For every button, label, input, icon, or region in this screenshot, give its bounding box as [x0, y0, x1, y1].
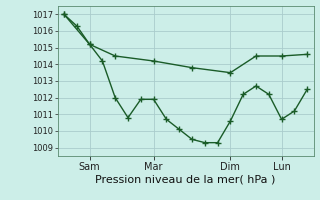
X-axis label: Pression niveau de la mer( hPa ): Pression niveau de la mer( hPa )	[95, 174, 276, 184]
